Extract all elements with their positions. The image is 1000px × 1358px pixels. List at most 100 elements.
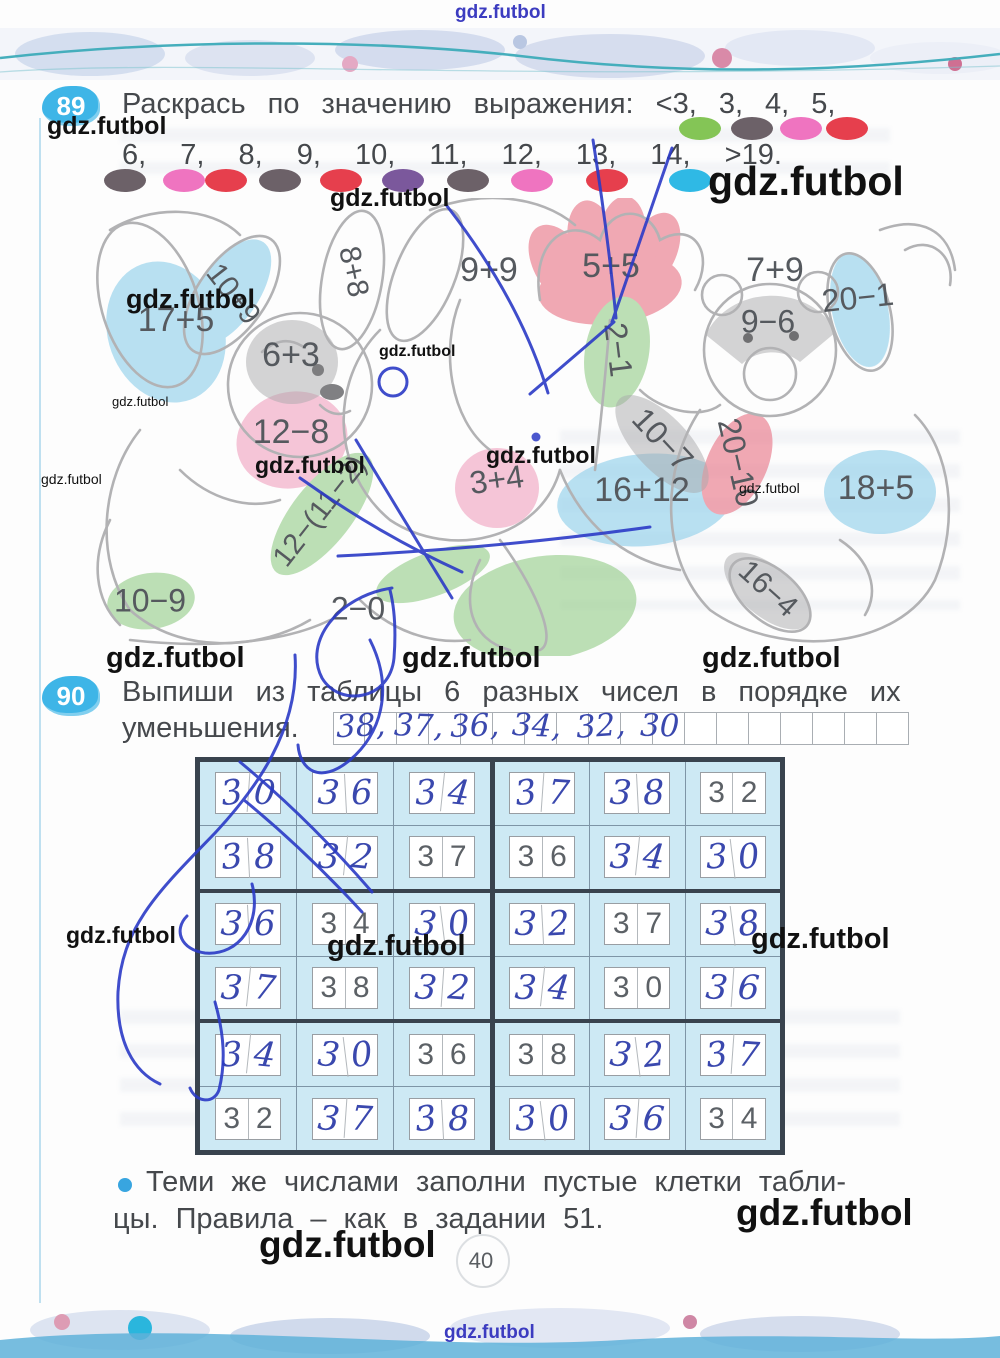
- coloring-picture: 10+9 17+5 8+8 6+3 9+9 5+5 7+9 20−1 9−6 2…: [96, 198, 957, 656]
- handwritten-answer-number: 38,: [335, 706, 387, 746]
- watermark: gdz.futbol: [47, 112, 167, 140]
- watermark: gdz.futbol: [255, 452, 365, 478]
- legend-oval-9: [259, 169, 301, 192]
- expression-label: 17+5: [138, 301, 215, 339]
- legend-oval-8: [205, 169, 247, 192]
- task-90-text-line2: уменьшения.: [122, 712, 299, 744]
- bottom-task-line2: цы. Правила – как в задании 51.: [113, 1203, 604, 1235]
- watermark: gdz.futbol: [41, 471, 102, 487]
- task-89-number: 89: [56, 90, 86, 121]
- bear-eye: [743, 333, 753, 343]
- strip-cell: [717, 712, 749, 745]
- watermark: gdz.futbol: [708, 158, 904, 204]
- watermark: gdz.futbol: [702, 642, 841, 674]
- handwritten-answer-number: 30: [639, 707, 680, 745]
- margin-line: [39, 118, 41, 1303]
- handwritten-answer-number: 32,: [574, 706, 627, 746]
- page-number: 40: [468, 1248, 494, 1273]
- legend-oval-<3: [679, 117, 721, 140]
- legend-oval->19: [669, 169, 711, 192]
- bunny-nose: [320, 384, 344, 400]
- legend-oval-5: [826, 117, 868, 140]
- expression-label: 7+9: [746, 251, 804, 289]
- watermark: gdz.futbol: [330, 184, 450, 212]
- watermark: gdz.futbol: [106, 642, 245, 674]
- strip-cell: [397, 712, 429, 745]
- watermark: gdz.futbol: [327, 930, 466, 962]
- expression-label: 12−8: [253, 413, 330, 451]
- watermark: gdz.futbol: [66, 922, 176, 948]
- task-90-badge: 90: [42, 676, 100, 716]
- handwritten-answer-number: 37,: [393, 707, 444, 745]
- expression-label: 18+5: [838, 469, 915, 507]
- task-89-text-line1: Раскрась по значению выражения: <3, 3, 4…: [122, 88, 836, 120]
- watermark: gdz.futbol: [455, 2, 546, 23]
- expression-label: 9−6: [741, 303, 795, 339]
- task-90-text-line1: Выпиши из таблицы 6 разных чисел в поряд…: [122, 676, 901, 708]
- watermark: gdz.futbol: [126, 284, 255, 314]
- legend-oval-6: [104, 169, 146, 192]
- bear-eye: [789, 331, 799, 341]
- watermark: gdz.futbol: [259, 1224, 436, 1265]
- strip-cell: [621, 712, 653, 745]
- expression-label: 20−1: [820, 276, 895, 319]
- strip-cell: [525, 712, 557, 745]
- top-decorative-band: [0, 28, 1000, 80]
- strip-cell: [877, 712, 909, 745]
- bottom-task-line1: Теми же числами заполни пустые клетки та…: [146, 1166, 847, 1198]
- watermark: gdz.futbol: [379, 343, 456, 360]
- legend-oval-10: [320, 169, 362, 192]
- expression-label: 10−9: [114, 582, 186, 618]
- legend-oval-7: [163, 169, 205, 192]
- watermark: gdz.futbol: [751, 923, 890, 955]
- legend-oval-13: [511, 169, 553, 192]
- task-89-text-line2: 6, 7, 8, 9, 10, 11, 12, 13, 14, >19.: [122, 139, 782, 171]
